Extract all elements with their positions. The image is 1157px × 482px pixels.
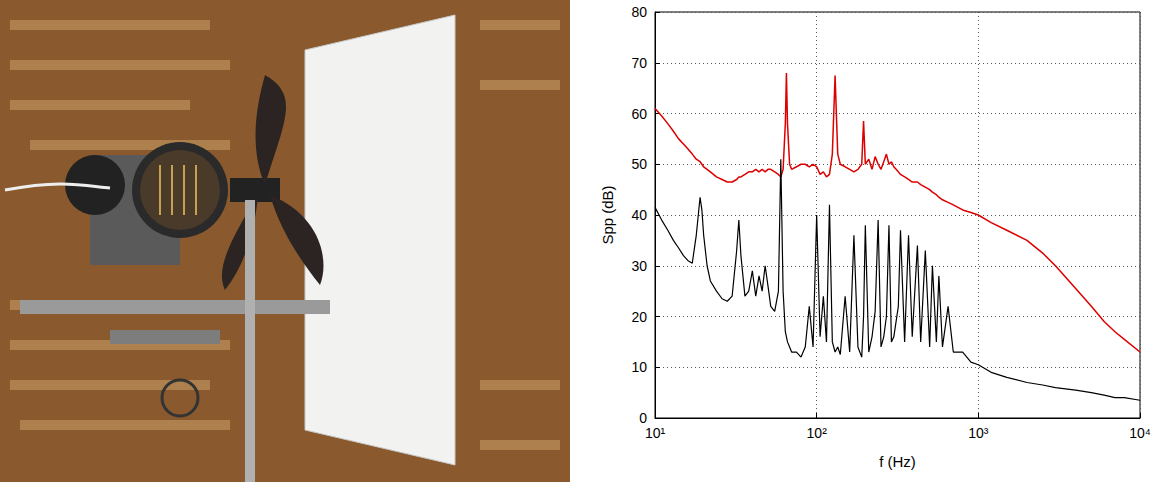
svg-text:10³: 10³ [968, 425, 989, 441]
svg-text:70: 70 [631, 55, 647, 71]
svg-text:50: 50 [631, 156, 647, 172]
svg-text:80: 80 [631, 4, 647, 20]
svg-text:f (Hz): f (Hz) [879, 453, 916, 470]
svg-text:10²: 10² [807, 425, 828, 441]
svg-text:Spp (dB): Spp (dB) [599, 185, 616, 244]
svg-text:10⁴: 10⁴ [1129, 425, 1151, 441]
svg-text:10¹: 10¹ [645, 425, 666, 441]
svg-text:20: 20 [631, 309, 647, 325]
svg-text:10: 10 [631, 359, 647, 375]
svg-text:40: 40 [631, 207, 647, 223]
svg-text:60: 60 [631, 106, 647, 122]
svg-text:0: 0 [639, 410, 647, 426]
svg-text:30: 30 [631, 258, 647, 274]
